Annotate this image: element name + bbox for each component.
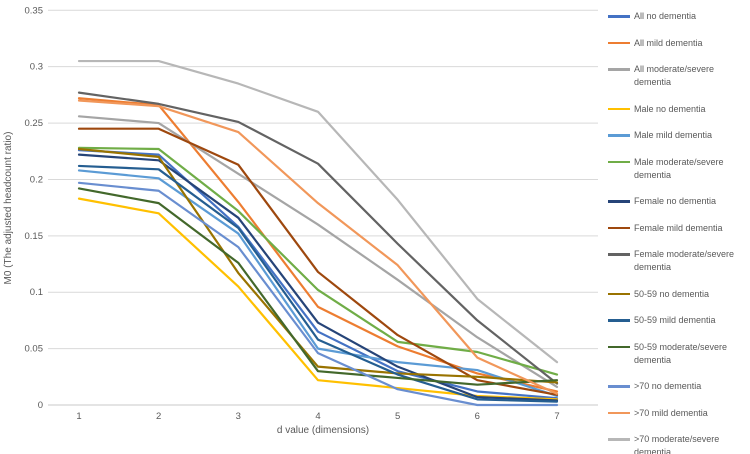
series-line-13: [77, 181, 559, 407]
legend-label: 50-59 moderate/severe dementia: [634, 341, 728, 365]
legend-label: >70 no dementia: [634, 381, 702, 391]
legend-item: 50-59 mild dementia: [608, 314, 748, 327]
legend-item: Male mild dementia: [608, 129, 748, 142]
legend-label: Female mild dementia: [634, 222, 723, 233]
series-line-12: [77, 187, 559, 386]
chart-legend: All no dementia All mild dementia All mode…: [608, 10, 748, 454]
legend-item: Female no dementia: [608, 195, 748, 208]
legend-line-swatch: [608, 68, 630, 71]
series-line-9: [77, 91, 559, 385]
series-line-8: [77, 127, 559, 396]
legend-item: 50-59 no dementia: [608, 288, 748, 301]
legend-item: >70 mild dementia: [608, 407, 748, 420]
legend-line-swatch: [608, 226, 630, 230]
legend-item: Female mild dementia: [608, 222, 748, 235]
legend-label: >70 moderate/severe dementia: [634, 434, 720, 454]
series-line-6: [77, 146, 559, 376]
x-tick-label: 1: [76, 411, 81, 422]
series-line-4: [77, 197, 559, 401]
series-line-14: [77, 99, 559, 395]
y-tick-label: 0.1: [30, 287, 43, 298]
legend-line-swatch: [608, 411, 630, 415]
legend-label: 50-59 no dementia: [634, 288, 710, 299]
x-tick-label: 3: [236, 411, 241, 422]
x-axis-title: d value (dimensions): [277, 425, 369, 436]
series-line-11: [77, 164, 559, 403]
legend-item: Male no dementia: [608, 103, 748, 116]
y-tick-label: 0.3: [30, 62, 43, 73]
legend-item: >70 moderate/severe dementia: [608, 433, 748, 454]
legend-line-swatch: [608, 134, 630, 137]
legend-label: All no dementia: [634, 11, 697, 21]
legend-label: Female moderate/severe dementia: [634, 249, 735, 272]
series-line-10: [77, 147, 559, 384]
legend-label: Male moderate/severe dementia: [634, 156, 724, 180]
x-tick-label: 7: [554, 411, 559, 422]
y-axis-title: M0 (The adjusted headcount ratio): [3, 132, 14, 285]
legend-item: All moderate/severe dementia: [608, 63, 748, 89]
legend-label: All mild dementia: [634, 37, 703, 48]
legend-label: >70 mild dementia: [634, 407, 708, 418]
legend-line-swatch: [608, 41, 630, 45]
y-tick-label: 0.15: [25, 231, 44, 242]
legend-label: Male mild dementia: [634, 130, 713, 140]
y-tick-label: 0.2: [30, 174, 43, 185]
y-tick-label: 0.05: [25, 344, 44, 355]
x-tick-label: 2: [156, 411, 161, 422]
legend-line-swatch: [608, 385, 630, 388]
legend-item: Male moderate/severe dementia: [608, 156, 748, 182]
legend-item: All no dementia: [608, 10, 748, 23]
legend-item: >70 no dementia: [608, 380, 748, 393]
series-line-15: [77, 59, 559, 364]
legend-item: All mild dementia: [608, 37, 748, 50]
legend-item: 50-59 moderate/severe dementia: [608, 341, 748, 367]
legend-line-swatch: [608, 200, 630, 203]
legend-line-swatch: [608, 292, 630, 296]
series-line-5: [77, 169, 559, 398]
legend-line-swatch: [608, 345, 630, 349]
legend-line-swatch: [608, 319, 630, 322]
legend-line-swatch: [608, 438, 630, 441]
series-line-7: [77, 153, 559, 402]
legend-line-swatch: [608, 253, 630, 256]
x-tick-label: 4: [315, 411, 320, 422]
y-tick-label: 0.25: [25, 118, 44, 129]
x-tick-label: 5: [395, 411, 400, 422]
legend-label: Female no dementia: [634, 196, 717, 206]
legend-line-swatch: [608, 15, 630, 18]
y-tick-label: 0: [38, 400, 43, 411]
legend-label: Male no dementia: [634, 103, 706, 114]
legend-label: All moderate/severe dementia: [634, 64, 715, 87]
y-tick-label: 0.35: [25, 5, 44, 16]
legend-label: 50-59 mild dementia: [634, 315, 716, 325]
legend-line-swatch: [608, 160, 630, 164]
series-line-3: [77, 115, 559, 389]
legend-item: Female moderate/severe dementia: [608, 248, 748, 274]
legend-line-swatch: [608, 107, 630, 111]
series-line-1: [77, 149, 559, 400]
x-tick-label: 6: [475, 411, 480, 422]
